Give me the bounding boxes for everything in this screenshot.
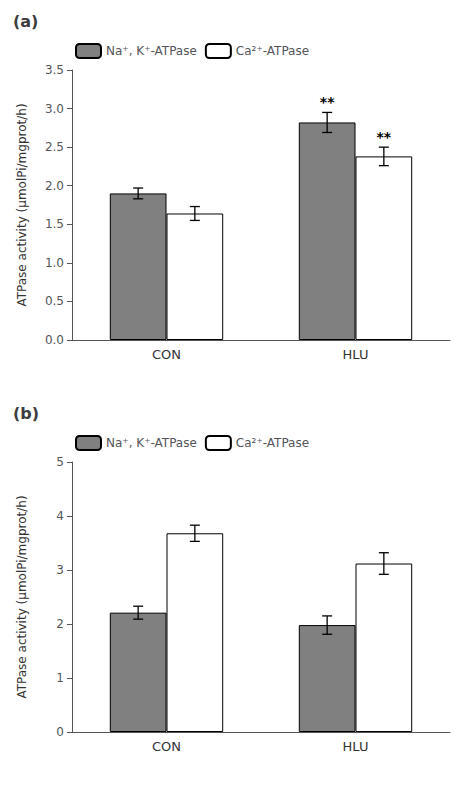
svg-text:CON: CON [152,347,181,362]
svg-text:2: 2 [56,617,64,631]
svg-text:0.0: 0.0 [45,333,64,347]
svg-text:1.0: 1.0 [45,256,64,270]
svg-text:(a): (a) [13,12,38,31]
svg-text:Na⁺, K⁺-ATPase: Na⁺, K⁺-ATPase [106,44,197,58]
svg-text:4: 4 [56,509,64,523]
svg-text:(b): (b) [13,404,39,423]
svg-text:ATPase activity (μmolPi/mgprot: ATPase activity (μmolPi/mgprot/h) [15,495,29,698]
svg-text:0.5: 0.5 [45,294,64,308]
svg-text:3: 3 [56,563,64,577]
svg-text:HLU: HLU [343,347,369,362]
svg-text:3.0: 3.0 [45,102,64,116]
svg-text:2.5: 2.5 [45,140,64,154]
svg-text:3.5: 3.5 [45,63,64,77]
svg-text:1.5: 1.5 [45,217,64,231]
svg-text:Ca²⁺-ATPase: Ca²⁺-ATPase [236,436,309,450]
svg-text:2.0: 2.0 [45,179,64,193]
svg-text:0: 0 [56,725,64,739]
svg-text:ATPase activity (μmolPi/mgprot: ATPase activity (μmolPi/mgprot/h) [15,103,29,306]
svg-text:CON: CON [152,739,181,754]
svg-text:HLU: HLU [343,739,369,754]
svg-text:**: ** [320,94,335,110]
svg-text:Na⁺, K⁺-ATPase: Na⁺, K⁺-ATPase [106,436,197,450]
svg-text:1: 1 [56,671,64,685]
svg-text:Ca²⁺-ATPase: Ca²⁺-ATPase [236,44,309,58]
svg-text:**: ** [377,129,392,145]
svg-text:5: 5 [56,455,64,469]
